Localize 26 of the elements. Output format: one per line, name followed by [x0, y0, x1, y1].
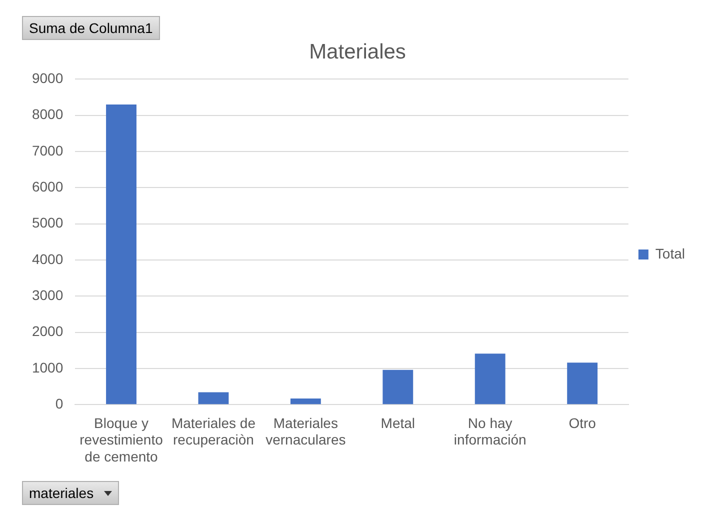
bar [106, 104, 136, 404]
y-tick-label: 2000 [32, 323, 64, 340]
y-tick-label: 8000 [32, 106, 64, 122]
x-tick-label: Materiales de recuperaciòn [171, 414, 256, 448]
bar [474, 354, 506, 404]
y-tick-label: 0 [55, 395, 64, 412]
y-tick-label: 6000 [32, 178, 64, 195]
x-tick-label: No hay información [454, 414, 526, 448]
bar [290, 398, 321, 404]
x-tick-label: Materiales vernaculares [266, 414, 346, 448]
y-tick-label: 3000 [32, 286, 64, 303]
y-tick-label: 9000 [32, 70, 64, 86]
y-tick-label: 7000 [32, 142, 64, 158]
text: materiales [29, 485, 94, 501]
bar [567, 362, 598, 404]
x-tick-label: Metal [380, 414, 416, 431]
y-tick-label: 5000 [32, 214, 64, 231]
bar [382, 370, 414, 404]
x-tick-label: Otro [568, 414, 596, 431]
y-tick-label: 1000 [32, 359, 64, 376]
bar [198, 392, 229, 404]
x-tick-label: Bloque y revestimiento de cemento [80, 414, 164, 464]
legend-label: Total [655, 245, 686, 262]
y-tick-label: 4000 [32, 250, 64, 267]
text: Suma de Columna1 [22, 16, 160, 40]
chart-title: Materiales [309, 40, 406, 64]
